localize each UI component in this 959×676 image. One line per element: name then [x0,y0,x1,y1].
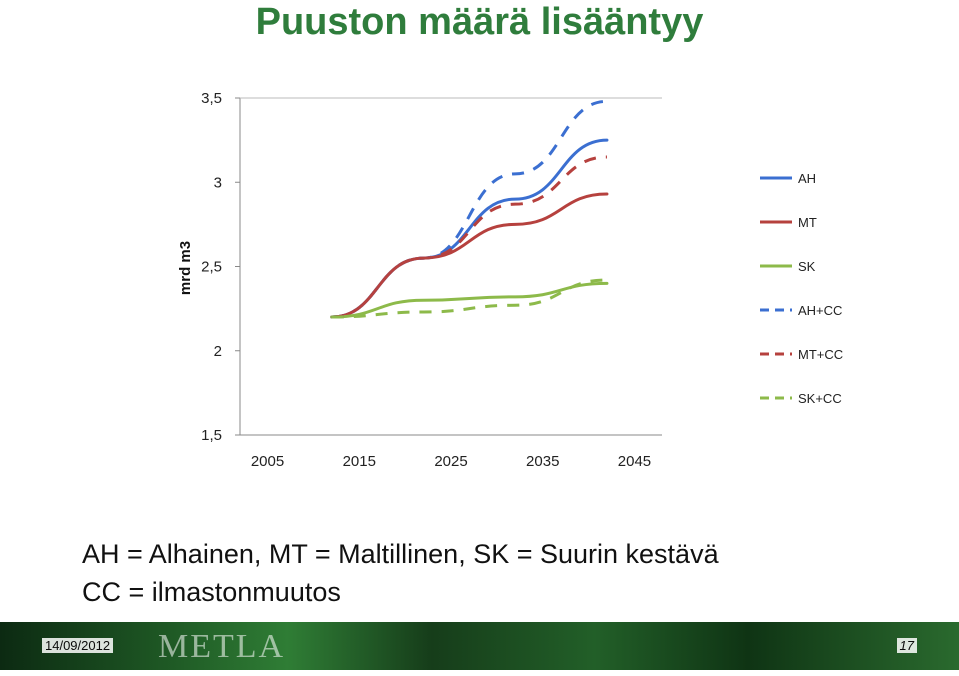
y-tick-label: 2 [214,343,222,360]
legend-label: MT+CC [798,347,843,362]
y-tick-label: 3,5 [201,90,222,107]
x-tick-label: 2005 [251,453,284,470]
page-number: 17 [896,638,917,653]
footer-bar: 14/09/2012 METLA 17 [0,622,959,670]
caption-line-2: CC = ilmastonmuutos [82,577,341,607]
x-tick-label: 2015 [343,453,376,470]
line-chart: 1,5 2 2,5 3 3,5 2005 2015 2025 2035 2045 mrd m3 AH M… [177,90,843,470]
legend-label: SK+CC [798,391,842,406]
series-line-ah [330,138,609,319]
x-tick-label: 2025 [434,453,467,470]
x-tick-label: 2045 [618,453,651,470]
legend-label: AH+CC [798,303,842,318]
metla-logo: METLA [158,628,286,665]
slide-title: Puuston määrä lisääntyy [255,1,704,43]
legend-label: AH [798,171,816,186]
footer-date: 14/09/2012 [42,638,114,653]
legend-label: SK [798,259,816,274]
y-tick-label: 3 [214,174,222,191]
y-tick-label: 2,5 [201,259,222,276]
series-line-mt-cc [331,155,607,319]
y-tick-label: 1,5 [201,427,222,444]
legend-label: MT [798,215,817,230]
caption-line-1: AH = Alhainen, MT = Maltillinen, SK = Su… [82,539,719,569]
y-axis-label: mrd m3 [177,241,194,295]
x-tick-label: 2035 [526,453,559,470]
series-line-sk-cc [331,278,607,319]
caption: AH = Alhainen, MT = Maltillinen, SK = Su… [82,535,719,611]
series-line-sk [330,281,609,319]
series-line-ah-cc [331,99,608,319]
